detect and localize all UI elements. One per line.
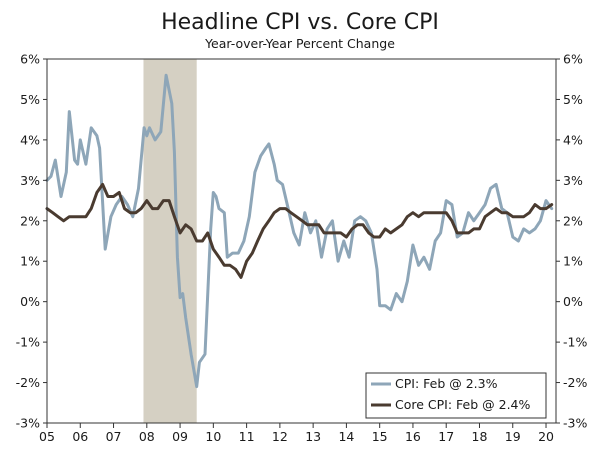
x-tick-label: 15	[372, 429, 388, 444]
legend-label-core-cpi: Core CPI: Feb @ 2.4%	[395, 397, 530, 412]
series-line-cpi	[45, 73, 554, 389]
y-tick-label-right: -1%	[563, 335, 587, 350]
y-axis-left: -3% -2% -1% 0% 1% 2% 3% 4% 5% 6%	[16, 52, 47, 431]
x-tick-label: 08	[139, 429, 155, 444]
legend: CPI: Feb @ 2.3% Core CPI: Feb @ 2.4%	[365, 372, 547, 419]
x-tick-label: 06	[72, 429, 88, 444]
y-tick-label-left: -1%	[16, 335, 40, 350]
chart-title: Headline CPI vs. Core CPI	[161, 10, 439, 35]
y-tick-label-right: -3%	[563, 416, 587, 431]
x-tick-label: 19	[505, 429, 521, 444]
x-tick-label: 16	[405, 429, 421, 444]
y-tick-label-right: 0%	[563, 294, 583, 309]
series-line-core-cpi	[45, 182, 554, 279]
x-tick-label: 09	[172, 429, 188, 444]
y-tick-label-left: 5%	[20, 92, 40, 107]
x-tick-label: 12	[272, 429, 288, 444]
legend-box	[365, 372, 547, 419]
y-tick-label-right: 6%	[563, 52, 583, 67]
x-axis: 05 06 07 08 09 10 11 12 13 14 15 16 17 18 19 20	[39, 423, 554, 444]
y-tick-label-right: 1%	[563, 254, 583, 269]
x-tick-label: 10	[205, 429, 221, 444]
y-tick-label-left: 2%	[20, 213, 40, 228]
y-axis-right: -3% -2% -1% 0% 1% 2% 3% 4% 5% 6%	[556, 52, 587, 431]
x-tick-label: 11	[239, 429, 255, 444]
y-tick-label-left: -3%	[16, 416, 40, 431]
x-tick-label: 13	[305, 429, 321, 444]
chart-subtitle: Year-over-Year Percent Change	[204, 36, 395, 51]
y-tick-label-left: 3%	[20, 173, 40, 188]
y-tick-label-left: 4%	[20, 132, 40, 147]
x-tick-label: 18	[472, 429, 488, 444]
y-tick-label-left: 6%	[20, 52, 40, 67]
legend-label-cpi: CPI: Feb @ 2.3%	[395, 376, 498, 391]
x-tick-label: 14	[338, 429, 354, 444]
recession-band	[143, 59, 197, 423]
y-tick-label-right: 2%	[563, 213, 583, 228]
y-tick-label-left: 1%	[20, 254, 40, 269]
y-tick-label-right: 4%	[563, 132, 583, 147]
y-tick-label-left: 0%	[20, 294, 40, 309]
y-tick-label-right: -2%	[563, 375, 587, 390]
y-tick-label-right: 5%	[563, 92, 583, 107]
plot-frame	[46, 58, 557, 424]
recession-band-layer	[143, 59, 197, 423]
x-tick-label: 05	[39, 429, 55, 444]
x-tick-label: 07	[106, 429, 122, 444]
y-tick-label-left: -2%	[16, 375, 40, 390]
y-tick-label-right: 3%	[563, 173, 583, 188]
x-tick-label: 17	[438, 429, 454, 444]
x-tick-label: 20	[538, 429, 554, 444]
series-layer	[45, 73, 554, 389]
